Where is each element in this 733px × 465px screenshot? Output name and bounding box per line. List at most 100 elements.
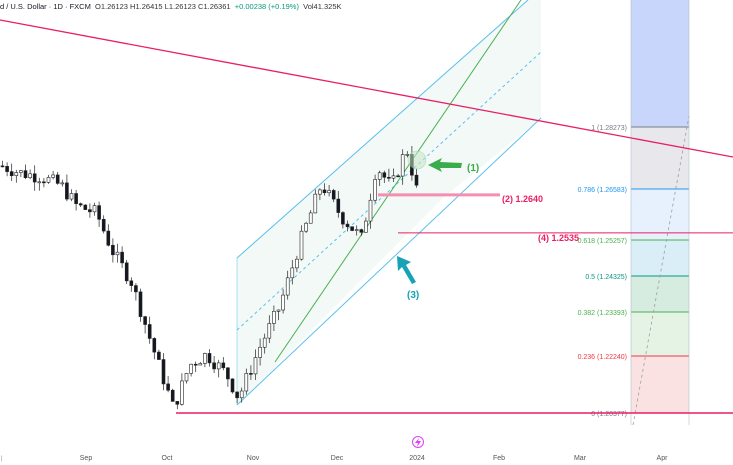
candle-body xyxy=(161,359,166,385)
fib-extension-band xyxy=(631,0,689,127)
candle-body xyxy=(170,389,175,402)
candle-body xyxy=(147,324,152,339)
candle-body xyxy=(184,373,189,382)
candle-body xyxy=(308,212,313,224)
symbol-line: d / U.S. Dollar · 1D · FXCM xyxy=(0,2,91,11)
candle-body xyxy=(391,175,396,179)
fib-band xyxy=(631,276,689,312)
candle-body xyxy=(198,363,203,366)
candle-body xyxy=(101,218,106,232)
candle-body xyxy=(175,401,180,405)
candle-body xyxy=(313,193,318,214)
candle-body xyxy=(253,357,258,375)
fib-level-label: 0 (1.20377) xyxy=(591,411,627,418)
candle-body xyxy=(345,223,350,228)
fib-level-label: 0.5 (1.24325) xyxy=(585,274,627,281)
x-tick-label: Dec xyxy=(331,455,344,462)
x-tick-label: Apr xyxy=(657,455,669,462)
candle-body xyxy=(88,209,92,213)
candle-body xyxy=(14,172,19,176)
candle-body xyxy=(152,338,157,353)
candle-body xyxy=(60,182,65,185)
candle-body xyxy=(138,291,143,317)
candle-body xyxy=(322,189,327,194)
candle-body xyxy=(189,363,193,374)
candle-body xyxy=(111,244,115,256)
fib-band xyxy=(631,312,689,356)
arrow-icon xyxy=(428,158,462,172)
candle-body xyxy=(400,154,405,177)
channel-fill xyxy=(237,0,541,405)
candle-body xyxy=(42,181,46,184)
candle-body xyxy=(55,174,60,184)
candle-body xyxy=(28,173,32,178)
fib-band xyxy=(631,189,689,240)
fib-band xyxy=(631,127,689,189)
x-tick-label: Nov xyxy=(247,455,260,462)
lightning-icon xyxy=(412,436,424,448)
candle-body xyxy=(405,154,410,156)
candle-body xyxy=(373,179,377,201)
fib-level-label: 1 (1.28273) xyxy=(591,125,627,132)
candle-body xyxy=(92,205,97,213)
fib-level-label: 0.382 (1.23393) xyxy=(578,310,627,317)
annotation-label-4: (4) 1.2535 xyxy=(538,233,579,243)
volume-value: Vol41.325K xyxy=(303,2,342,11)
candle-body xyxy=(221,362,226,369)
candle-body xyxy=(115,251,120,256)
annotation-label-2: (2) 1.2640 xyxy=(502,194,543,204)
channel-middle-line xyxy=(236,51,542,331)
candle-body xyxy=(331,190,336,200)
candle-body xyxy=(180,380,184,405)
candle-body xyxy=(46,177,51,183)
candle-body xyxy=(37,181,42,184)
fib-level-label: 0.236 (1.22240) xyxy=(578,354,627,361)
candle-body xyxy=(350,226,354,231)
candle-body xyxy=(212,362,216,370)
channel-lower-line xyxy=(236,117,542,406)
candle-body xyxy=(106,230,111,246)
channel-upper-line xyxy=(236,0,529,259)
highlight-circle xyxy=(407,150,427,170)
candle-body xyxy=(341,212,345,225)
candle-body xyxy=(97,205,101,220)
candle-body xyxy=(134,285,138,293)
candle-body xyxy=(354,229,359,231)
candle-body xyxy=(276,309,281,312)
candle-body xyxy=(32,173,37,183)
candle-body xyxy=(377,172,382,180)
candle-body xyxy=(272,310,276,324)
candle-body xyxy=(295,258,299,269)
fib-band xyxy=(631,356,689,413)
candle-body xyxy=(19,170,23,173)
candle-body xyxy=(23,170,28,178)
pitch-line xyxy=(274,0,522,363)
candle-body xyxy=(318,189,322,195)
candle-body xyxy=(290,267,295,279)
candle-body xyxy=(69,193,74,200)
candle-body xyxy=(51,174,55,178)
candle-body xyxy=(359,229,364,233)
candle-body xyxy=(65,182,69,200)
candle-body xyxy=(267,323,272,339)
candle-body xyxy=(0,165,5,168)
candle-body xyxy=(5,166,9,172)
candle-body xyxy=(249,373,253,375)
lightning-icon xyxy=(415,438,421,447)
x-tick-label: Oct xyxy=(162,455,173,462)
annotation-label-3: (3) xyxy=(407,290,419,301)
candle-body xyxy=(230,378,235,393)
arrow-icon xyxy=(397,256,416,284)
candle-body xyxy=(285,277,290,296)
candle-body xyxy=(262,337,267,348)
candle-body xyxy=(74,193,78,204)
fib-band xyxy=(631,240,689,276)
x-tick-label: 2024 xyxy=(409,455,425,462)
candle-body xyxy=(83,204,88,210)
price-change: +0.00238 (+0.19%) xyxy=(234,2,299,11)
x-tick-label: | xyxy=(1,456,3,462)
candle-body xyxy=(364,220,368,233)
fib-trend-line xyxy=(632,115,690,426)
candle-body xyxy=(299,230,304,260)
